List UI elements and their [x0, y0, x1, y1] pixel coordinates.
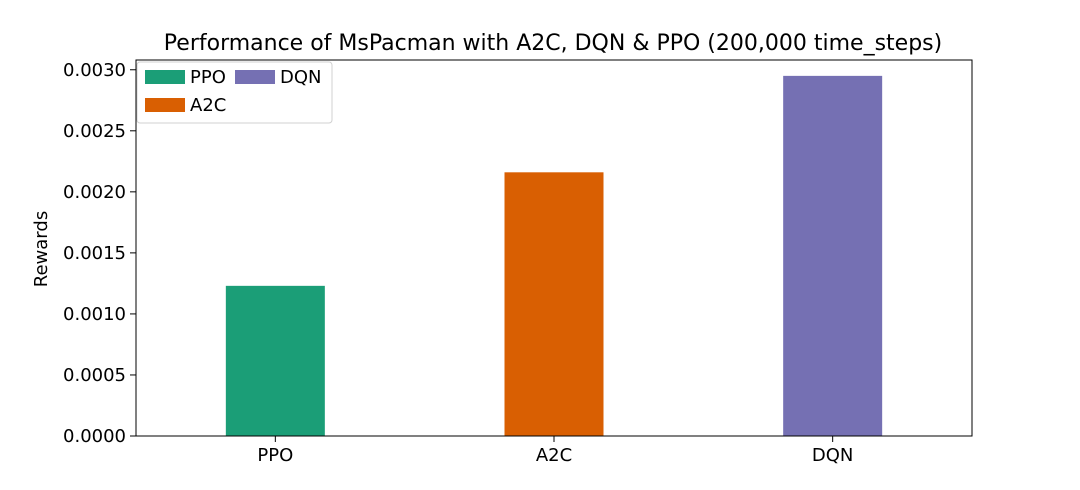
legend-label-dqn: DQN [280, 67, 322, 88]
legend-label-ppo: PPO [190, 67, 226, 88]
legend-swatch-dqn [235, 70, 275, 84]
bar-ppo [225, 285, 325, 436]
legend: PPO DQN A2C [136, 61, 333, 124]
x-tick-label-dqn: DQN [812, 445, 854, 466]
legend-swatch-a2c [145, 98, 185, 112]
y-tick-label: 0.0030 [63, 60, 126, 81]
plot-frame [135, 59, 973, 437]
bar-dqn [783, 75, 883, 437]
y-axis-label: Rewards [31, 211, 52, 287]
legend-box [136, 61, 333, 124]
bar-a2c [504, 172, 604, 436]
chart-title: Performance of MsPacman with A2C, DQN & … [164, 31, 942, 56]
legend-label-a2c: A2C [190, 95, 226, 116]
x-tick-label-ppo: PPO [257, 445, 293, 466]
x-tick-label-a2c: A2C [536, 445, 572, 466]
y-tick-label: 0.0000 [63, 426, 126, 447]
y-tick-label: 0.0020 [63, 182, 126, 203]
legend-swatch-ppo [145, 70, 185, 84]
y-tick-label: 0.0010 [63, 304, 126, 325]
y-tick-label: 0.0005 [63, 365, 126, 386]
y-tick-label: 0.0015 [63, 243, 126, 264]
y-tick-label: 0.0025 [63, 121, 126, 142]
